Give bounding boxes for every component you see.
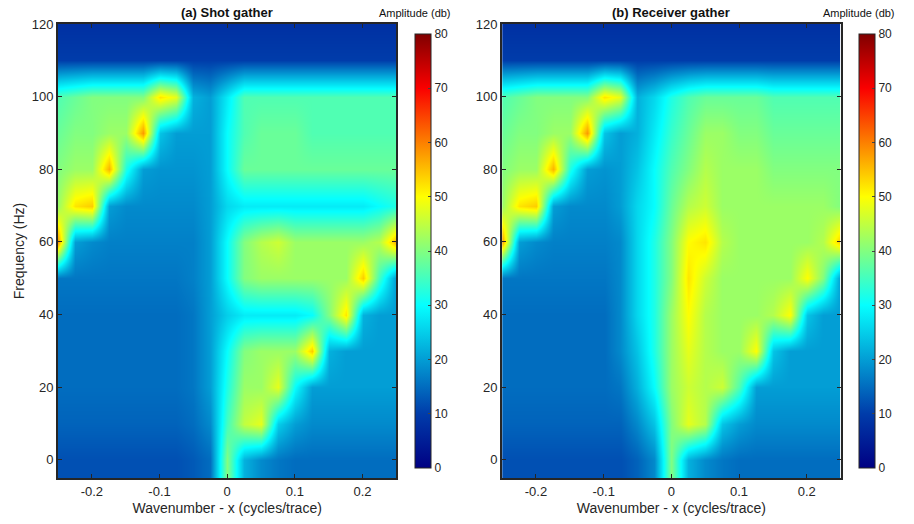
svg-text:0: 0 bbox=[490, 452, 497, 467]
svg-text:Wavenumber - x (cycles/trace): Wavenumber - x (cycles/trace) bbox=[577, 500, 766, 516]
svg-text:Frequency (Hz): Frequency (Hz) bbox=[11, 203, 27, 299]
svg-text:20: 20 bbox=[434, 353, 448, 367]
svg-text:40: 40 bbox=[434, 244, 448, 258]
svg-text:20: 20 bbox=[878, 353, 892, 367]
svg-text:0: 0 bbox=[224, 484, 231, 499]
svg-text:10: 10 bbox=[878, 407, 892, 421]
svg-text:50: 50 bbox=[878, 190, 892, 204]
svg-text:100: 100 bbox=[476, 89, 498, 104]
svg-text:0: 0 bbox=[878, 461, 885, 475]
svg-text:0.2: 0.2 bbox=[798, 484, 816, 499]
svg-text:80: 80 bbox=[434, 27, 448, 41]
svg-text:70: 70 bbox=[878, 81, 892, 95]
svg-text:60: 60 bbox=[483, 234, 497, 249]
svg-text:120: 120 bbox=[32, 17, 54, 32]
svg-text:(b) Receiver gather: (b) Receiver gather bbox=[612, 5, 730, 20]
svg-text:-0.1: -0.1 bbox=[592, 484, 614, 499]
svg-text:Amplitude (db): Amplitude (db) bbox=[823, 7, 895, 19]
svg-text:Wavenumber - x (cycles/trace): Wavenumber - x (cycles/trace) bbox=[133, 500, 322, 516]
svg-text:0.2: 0.2 bbox=[354, 484, 372, 499]
svg-text:80: 80 bbox=[878, 27, 892, 41]
svg-text:0: 0 bbox=[668, 484, 675, 499]
svg-text:-0.2: -0.2 bbox=[525, 484, 547, 499]
svg-text:40: 40 bbox=[39, 307, 53, 322]
svg-text:80: 80 bbox=[483, 162, 497, 177]
svg-text:60: 60 bbox=[434, 136, 448, 150]
svg-text:40: 40 bbox=[878, 244, 892, 258]
svg-text:120: 120 bbox=[476, 17, 498, 32]
svg-text:-0.2: -0.2 bbox=[81, 484, 103, 499]
svg-text:(a) Shot gather: (a) Shot gather bbox=[181, 5, 273, 20]
svg-text:20: 20 bbox=[39, 380, 53, 395]
svg-text:10: 10 bbox=[434, 407, 448, 421]
svg-text:30: 30 bbox=[434, 298, 448, 312]
svg-text:60: 60 bbox=[39, 234, 53, 249]
svg-text:0: 0 bbox=[46, 452, 53, 467]
svg-text:-0.1: -0.1 bbox=[148, 484, 170, 499]
svg-text:80: 80 bbox=[39, 162, 53, 177]
svg-text:30: 30 bbox=[878, 298, 892, 312]
svg-text:0.1: 0.1 bbox=[286, 484, 304, 499]
svg-text:Amplitude (db): Amplitude (db) bbox=[379, 7, 451, 19]
svg-text:100: 100 bbox=[32, 89, 54, 104]
svg-text:20: 20 bbox=[483, 380, 497, 395]
svg-text:0.1: 0.1 bbox=[730, 484, 748, 499]
svg-text:40: 40 bbox=[483, 307, 497, 322]
svg-text:50: 50 bbox=[434, 190, 448, 204]
svg-text:0: 0 bbox=[434, 461, 441, 475]
svg-text:60: 60 bbox=[878, 136, 892, 150]
svg-text:70: 70 bbox=[434, 81, 448, 95]
